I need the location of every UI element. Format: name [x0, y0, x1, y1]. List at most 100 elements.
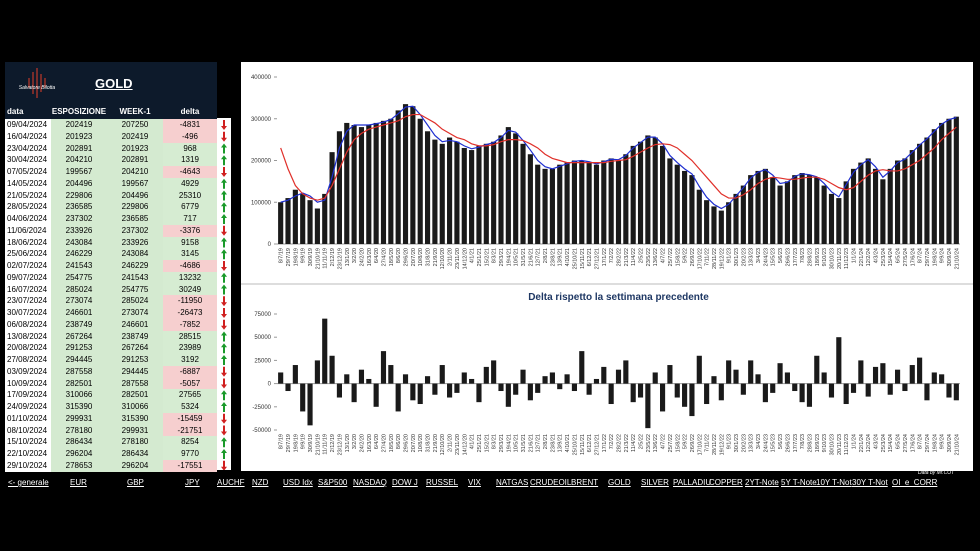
arrow-down	[221, 425, 227, 436]
x-tick-label: 21/10/24	[954, 434, 960, 455]
nav-link[interactable]: EUR	[70, 478, 87, 487]
table-row: 15/10/2024 286434 278180 8254	[5, 436, 217, 449]
cell: 9770	[163, 448, 217, 460]
nav-link[interactable]: <- generale	[8, 478, 49, 487]
x-tick-label: 17/1/22	[602, 248, 608, 266]
arrow-up	[221, 343, 227, 354]
arrow-down	[221, 308, 227, 318]
bar	[505, 127, 511, 244]
nav-link[interactable]: GOLD	[608, 478, 631, 487]
cell: 204496	[51, 177, 107, 190]
x-tick-label: 15/2/21	[484, 434, 490, 452]
nav-link[interactable]: 30Y T-Not	[852, 478, 888, 487]
bar	[828, 383, 835, 398]
x-tick-label: 8/7/24	[918, 434, 924, 449]
cell: 24/09/2024	[5, 401, 51, 413]
cell: 13232	[163, 271, 217, 284]
cell: -496	[163, 130, 217, 143]
cell: 267264	[51, 330, 107, 343]
bar	[358, 369, 365, 384]
cell: 202419	[51, 119, 107, 131]
bar	[704, 200, 710, 244]
cell: 202419	[107, 130, 163, 143]
x-tick-label: 14/12/20	[462, 248, 468, 269]
cell: 246601	[51, 307, 107, 319]
nav-link[interactable]: OI_e_CORR	[892, 478, 938, 487]
table-row: 06/08/2024 238749 246601 -7852	[5, 318, 217, 331]
x-tick-label: 12/7/21	[536, 434, 542, 452]
arrow-up	[221, 390, 227, 401]
table-header: data ESPOSIZIONE LS WEEK-1 delta	[5, 106, 217, 128]
x-tick-label: 2/8/21	[543, 434, 549, 449]
x-tick-label: 20/11/23	[837, 434, 843, 455]
nav-link[interactable]: NASDAQ	[353, 478, 387, 487]
cell: 5324	[163, 401, 217, 413]
nav-link[interactable]: 5Y T-Note	[781, 478, 817, 487]
x-tick-label: 15/11/21	[580, 248, 586, 269]
cell: 30/07/2024	[5, 307, 51, 319]
x-tick-label: 8/7/19	[279, 434, 285, 449]
nav-link[interactable]: NATGAS	[496, 478, 529, 487]
nav-link[interactable]: CRUDEOIL	[530, 478, 572, 487]
bar	[608, 383, 614, 405]
cell: 291253	[51, 342, 107, 355]
x-tick-label: 8/7/24	[918, 248, 924, 263]
x-tick-label: 31/8/20	[426, 248, 432, 266]
x-tick-label: 23/11/20	[455, 434, 461, 455]
nav-link[interactable]: VIX	[468, 478, 481, 487]
bar	[476, 383, 482, 403]
bar	[806, 383, 813, 407]
cell: 10/09/2024	[5, 377, 51, 390]
table-row: 07/05/2024 199567 204210 -4643	[5, 166, 217, 178]
bar	[615, 160, 622, 244]
y-tick-label: 100000	[251, 200, 272, 206]
bar	[858, 360, 864, 384]
x-tick-label: 25/10/21	[572, 248, 578, 269]
bar	[520, 143, 526, 244]
bar	[410, 106, 416, 244]
bar	[718, 210, 724, 244]
bar	[557, 164, 563, 244]
bar	[667, 365, 673, 384]
bar	[740, 383, 746, 395]
cell: 238749	[51, 318, 107, 331]
bar	[447, 137, 453, 244]
nav-link[interactable]: PALLADIU	[673, 478, 712, 487]
bar	[726, 360, 732, 384]
cell: 07/05/2024	[5, 166, 51, 178]
x-tick-label: 13/9/21	[558, 248, 564, 266]
x-tick-label: 4/10/21	[565, 434, 571, 452]
nav-link[interactable]: S&P500	[318, 478, 348, 487]
nav-link[interactable]: RUSSEL	[426, 478, 459, 487]
cell: 285024	[107, 295, 163, 308]
bar	[931, 372, 937, 384]
nav-link[interactable]: COPPER	[709, 478, 743, 487]
x-tick-label: 18/5/20	[389, 434, 395, 452]
nav-link[interactable]: SILVER	[641, 478, 669, 487]
nav-link[interactable]: BRENT	[571, 478, 599, 487]
bar	[579, 351, 585, 384]
bar	[806, 175, 813, 244]
bar	[520, 369, 526, 384]
arrow-down	[221, 167, 227, 177]
nav-link[interactable]: DOW J	[392, 478, 418, 487]
cell: 273074	[51, 295, 107, 308]
x-tick-label: 30/9/24	[947, 434, 953, 452]
bar	[571, 383, 578, 392]
bar	[777, 363, 783, 384]
bar	[461, 147, 467, 244]
nav-link[interactable]: 2YT-Note	[745, 478, 779, 487]
nav-link[interactable]: GBP	[127, 478, 144, 487]
x-tick-label: 17/10/22	[697, 248, 703, 269]
x-tick-label: 21/10/19	[315, 248, 321, 269]
nav-link[interactable]: NZD	[252, 478, 269, 487]
nav-link[interactable]: USD Idx	[283, 478, 313, 487]
nav-link[interactable]: AUCHF	[217, 478, 245, 487]
bar	[336, 383, 342, 398]
nav-link[interactable]: 10Y T-Not	[816, 478, 852, 487]
bar	[557, 383, 563, 390]
y-tick-label: 75000	[254, 312, 271, 318]
bar	[931, 129, 937, 244]
nav-link[interactable]: JPY	[185, 478, 200, 487]
arrow-down	[221, 378, 227, 389]
